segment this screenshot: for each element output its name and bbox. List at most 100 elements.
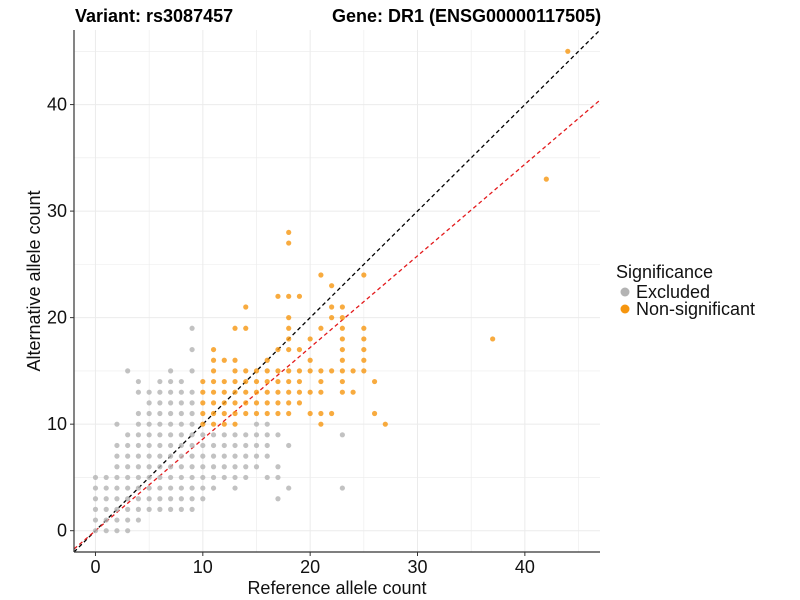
legend-label-excluded: Excluded [636,282,710,302]
data-point [221,389,227,395]
data-point [318,272,324,278]
data-point [92,474,99,481]
data-point [361,336,367,342]
data-point [339,346,345,353]
data-point [253,400,260,406]
data-point [135,506,142,512]
data-point [168,389,174,395]
fit-line [73,99,601,550]
data-point [307,410,313,417]
data-point [157,453,163,459]
gene-title: Gene: DR1 (ENSG00000117505) [332,6,601,26]
data-point [361,346,367,353]
data-point [329,410,335,417]
y-tick-label: 40 [47,95,67,115]
data-point [210,485,217,491]
data-point [243,464,249,470]
data-point [264,453,270,459]
data-point [221,400,227,406]
data-point [200,421,206,427]
data-point [286,240,292,246]
data-point [275,293,281,299]
data-point [253,389,260,395]
data-point [92,528,99,534]
data-point [275,432,281,438]
data-point [275,389,281,395]
data-point [286,293,292,299]
data-point [210,464,217,470]
data-point [157,432,163,438]
data-point [168,474,174,481]
data-point [168,421,174,427]
data-point [189,453,195,459]
data-point [157,389,163,395]
data-point [125,442,131,449]
data-point [178,389,184,395]
data-point [189,496,195,502]
data-point [286,315,292,321]
data-point [339,432,345,438]
data-point [339,368,345,374]
data-point [361,357,367,363]
data-point [243,378,249,385]
data-point [253,442,260,449]
reference-lines [73,29,601,553]
data-point [210,346,217,353]
data-point [157,410,163,417]
data-point [210,421,217,427]
data-point [146,389,152,395]
data-point [189,400,195,406]
data-point [253,432,260,438]
data-point [200,496,206,502]
data-point [243,325,249,331]
data-point [92,496,99,502]
data-point [210,442,217,449]
data-point [275,410,281,417]
data-point [200,389,206,395]
data-point [157,485,163,491]
data-point [382,421,388,427]
y-tick-label: 20 [47,308,67,328]
x-tick-label: 10 [193,557,213,577]
data-point [275,496,281,502]
data-point [286,325,292,331]
data-point [286,442,292,449]
x-tick-label: 20 [300,557,320,577]
data-point [565,48,571,54]
data-point [318,368,324,374]
data-point [157,442,163,449]
data-point [103,517,109,523]
grid [74,30,600,552]
variant-title: Variant: rs3087457 [75,6,233,26]
data-point [114,453,120,459]
data-point [168,506,174,512]
data-point [135,421,142,427]
data-point [253,368,260,374]
data-point [253,410,260,417]
data-point [200,400,206,406]
data-point [135,464,142,470]
data-point [135,432,142,438]
data-point [189,432,195,438]
data-point [178,506,184,512]
data-point [243,389,249,395]
axis-ticks: 0 10 20 30 40 0 10 20 30 40 [47,95,535,577]
data-point [178,421,184,427]
data-point [275,346,281,353]
data-point [200,432,206,438]
data-point [361,325,367,331]
data-point [339,304,345,310]
data-point [275,368,281,374]
data-points [92,48,571,534]
data-point [92,485,99,491]
data-point [232,378,238,385]
data-point [286,485,292,491]
y-axis-title: Alternative allele count [24,190,44,371]
y-tick-label: 30 [47,201,67,221]
data-point [135,517,142,523]
data-point [275,378,281,385]
x-axis-title: Reference allele count [247,578,426,598]
data-point [135,442,142,449]
data-point [125,464,131,470]
